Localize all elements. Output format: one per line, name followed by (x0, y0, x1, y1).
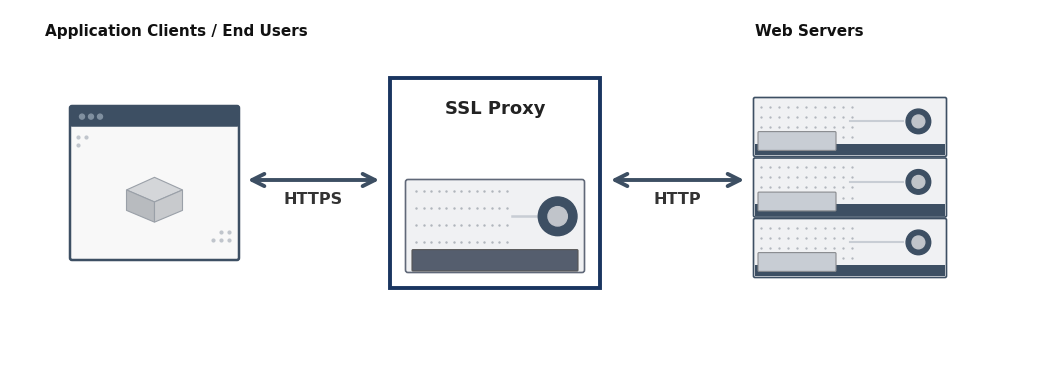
Circle shape (98, 114, 102, 119)
FancyBboxPatch shape (758, 192, 836, 211)
Circle shape (912, 176, 924, 188)
Text: HTTP: HTTP (653, 192, 701, 207)
Circle shape (906, 230, 931, 255)
FancyBboxPatch shape (70, 106, 239, 260)
Circle shape (89, 114, 94, 119)
FancyBboxPatch shape (754, 158, 946, 217)
FancyBboxPatch shape (412, 250, 578, 271)
Circle shape (912, 236, 924, 249)
Bar (755, 265, 945, 276)
FancyBboxPatch shape (71, 106, 238, 127)
FancyBboxPatch shape (758, 253, 836, 271)
Text: HTTPS: HTTPS (284, 192, 343, 207)
FancyBboxPatch shape (406, 179, 585, 273)
Bar (755, 204, 945, 215)
Circle shape (79, 114, 84, 119)
Circle shape (906, 109, 931, 134)
FancyBboxPatch shape (390, 78, 600, 288)
Text: Web Servers: Web Servers (755, 24, 863, 39)
Circle shape (548, 207, 567, 226)
FancyBboxPatch shape (758, 132, 836, 150)
Text: SSL Proxy: SSL Proxy (445, 100, 545, 118)
Bar (755, 144, 945, 155)
Circle shape (539, 197, 577, 236)
Polygon shape (126, 177, 182, 202)
FancyBboxPatch shape (754, 218, 946, 277)
FancyBboxPatch shape (754, 97, 946, 156)
Circle shape (906, 170, 931, 194)
FancyBboxPatch shape (75, 125, 234, 255)
Bar (72, 108, 237, 125)
Text: Application Clients / End Users: Application Clients / End Users (45, 24, 308, 39)
Circle shape (912, 115, 924, 128)
Polygon shape (155, 190, 182, 222)
Polygon shape (126, 190, 155, 222)
